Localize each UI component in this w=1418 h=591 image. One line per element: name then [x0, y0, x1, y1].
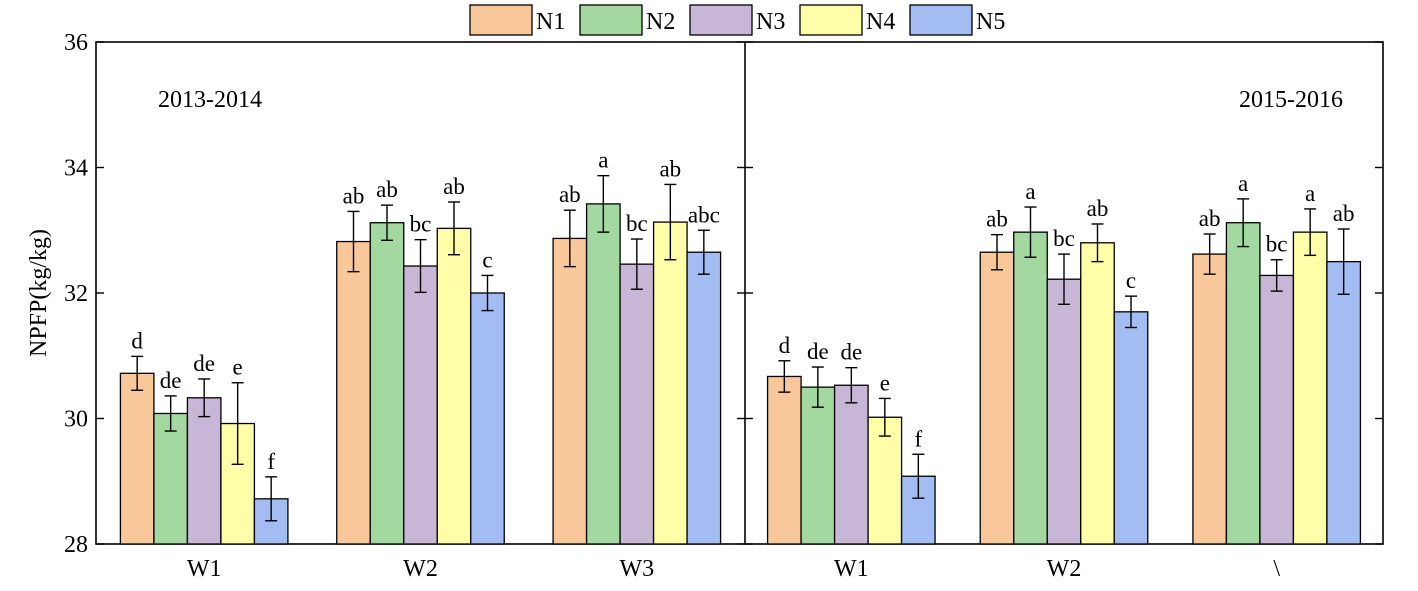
bar-n1	[979, 251, 1015, 545]
bar-n5	[470, 292, 505, 545]
bar-n2	[153, 412, 189, 545]
significance-letter: ab	[559, 182, 581, 207]
bar-n1	[766, 375, 802, 545]
bar-n5	[686, 251, 722, 545]
y-tick-label: 30	[64, 407, 88, 433]
significance-letter: bc	[1053, 226, 1075, 251]
x-tick-label: W2	[403, 556, 438, 582]
legend-swatch-n4	[799, 4, 863, 36]
significance-letter: ab	[1199, 206, 1221, 231]
significance-letter: de	[840, 340, 862, 365]
x-tick-label: W2	[1047, 556, 1082, 582]
y-tick-label: 32	[64, 281, 88, 307]
significance-letter: c	[482, 247, 492, 272]
y-tick-label: 28	[64, 532, 88, 558]
significance-letter: ab	[659, 156, 681, 181]
significance-letter: d	[779, 333, 791, 358]
legend-swatch-n5	[909, 4, 973, 36]
significance-letter: abc	[688, 202, 720, 227]
y-tick-label: 34	[64, 156, 88, 182]
x-tick-label: W3	[620, 556, 655, 582]
bar-n2	[369, 222, 405, 545]
bar-n4	[1080, 242, 1115, 545]
bar-n2	[1013, 231, 1048, 545]
bar-n4	[652, 221, 688, 545]
significance-letter: d	[131, 328, 143, 353]
significance-letter: de	[193, 351, 215, 376]
bar-n2	[585, 203, 621, 545]
significance-letter: ab	[443, 174, 465, 199]
legend-label-n5: N5	[976, 9, 1005, 35]
legend-swatch-n1	[469, 4, 533, 36]
significance-letter: bc	[410, 212, 432, 237]
bar-n2	[1225, 222, 1261, 545]
bar-n3	[403, 265, 438, 545]
legend-label-n2: N2	[646, 9, 675, 35]
significance-letter: de	[807, 339, 829, 364]
significance-letter: a	[1025, 179, 1035, 204]
panel-label: 2013-2014	[158, 87, 262, 113]
bar-n3	[833, 384, 869, 545]
bar-n4	[1292, 231, 1328, 545]
legend-label-n3: N3	[756, 9, 785, 35]
x-tick-label: W1	[834, 556, 869, 582]
legend-swatch-n3	[689, 4, 753, 36]
significance-letter: ab	[1087, 196, 1109, 221]
significance-letter: f	[267, 449, 275, 474]
bar-n4	[436, 227, 472, 545]
significance-letter: a	[1238, 171, 1248, 196]
x-tick-label: \	[1273, 556, 1280, 582]
bar-n5	[1113, 311, 1149, 545]
significance-letter: ab	[986, 207, 1008, 232]
bar-n1	[119, 372, 155, 545]
significance-letter: ab	[1333, 201, 1355, 226]
bar-n1	[336, 240, 371, 545]
bar-n1	[552, 237, 588, 545]
significance-letter: a	[1305, 181, 1315, 206]
significance-letter: e	[233, 355, 243, 380]
legend-label-n1: N1	[536, 9, 565, 35]
bar-n5	[1326, 260, 1362, 545]
legend-swatch-n2	[579, 4, 643, 36]
bar-n3	[619, 263, 655, 545]
significance-letter: e	[880, 370, 890, 395]
significance-letter: bc	[1266, 232, 1288, 257]
bar-n3	[1259, 274, 1295, 545]
legend-label-n4: N4	[866, 9, 895, 35]
y-tick-label: 36	[64, 30, 88, 56]
y-axis-label: NPFP(kg/kg)	[26, 229, 52, 357]
significance-letter: a	[598, 148, 608, 173]
significance-letter: ab	[343, 183, 365, 208]
significance-letter: de	[160, 368, 182, 393]
significance-letter: ab	[376, 177, 398, 202]
bar-n1	[1192, 253, 1228, 545]
panel-label: 2015-2016	[1239, 87, 1343, 113]
significance-letter: bc	[626, 211, 648, 236]
bar-n3	[1046, 278, 1082, 545]
bar-n3	[186, 397, 222, 545]
significance-letter: f	[914, 426, 922, 451]
significance-letter: c	[1126, 268, 1136, 293]
bar-n2	[800, 386, 836, 545]
x-tick-label: W1	[187, 556, 222, 582]
